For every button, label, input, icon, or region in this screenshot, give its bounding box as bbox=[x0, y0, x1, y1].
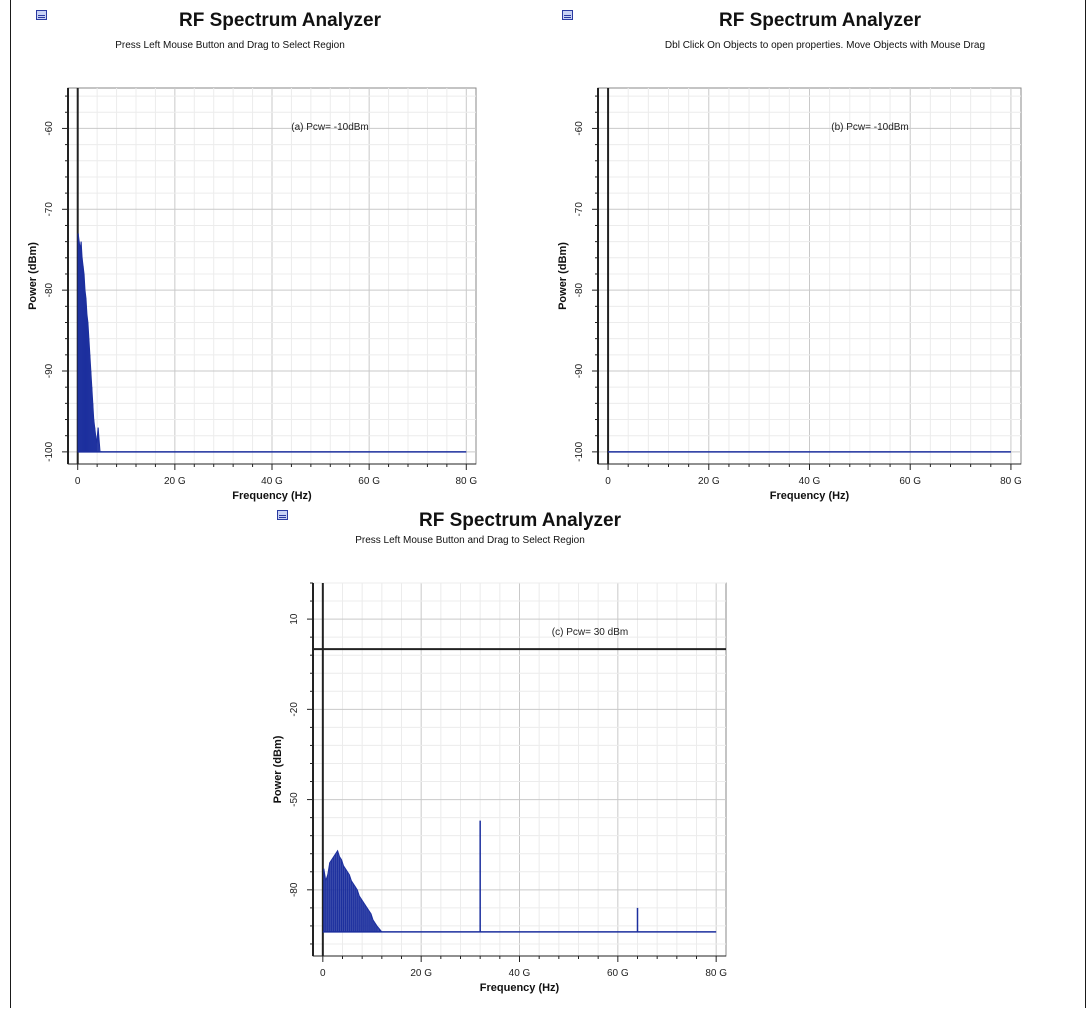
y-axis-label: Power (dBm) bbox=[27, 242, 39, 310]
y-tick-label: -20 bbox=[289, 702, 300, 717]
x-tick-label: 80 G bbox=[455, 476, 477, 487]
x-tick-label: 40 G bbox=[261, 476, 283, 487]
y-tick-label: -80 bbox=[289, 882, 300, 897]
spectrum-analyzer-icon[interactable] bbox=[36, 10, 47, 20]
y-tick-label: -100 bbox=[44, 441, 55, 461]
x-tick-label: 80 G bbox=[705, 968, 727, 979]
x-axis-label: Frequency (Hz) bbox=[232, 490, 312, 502]
x-tick-label: 20 G bbox=[698, 476, 720, 487]
x-tick-label: 60 G bbox=[607, 968, 629, 979]
chart-annotation: (a) Pcw= -10dBm bbox=[291, 122, 369, 133]
x-axis-label: Frequency (Hz) bbox=[770, 490, 850, 502]
y-tick-label: -100 bbox=[574, 441, 585, 461]
grid-lines bbox=[313, 582, 726, 956]
y-tick-label: -80 bbox=[44, 282, 55, 297]
panel-title: RF Spectrum Analyzer bbox=[418, 510, 621, 531]
x-tick-label: 80 G bbox=[1000, 476, 1022, 487]
panel-a: RF Spectrum Analyzer Press Left Mouse Bu… bbox=[0, 0, 540, 505]
panel-subtitle: Dbl Click On Objects to open properties.… bbox=[664, 40, 986, 51]
panel-title: RF Spectrum Analyzer bbox=[718, 10, 921, 31]
panel-subtitle: Press Left Mouse Button and Drag to Sele… bbox=[355, 535, 585, 546]
spectrum-analyzer-icon[interactable] bbox=[277, 510, 288, 520]
panel-c: RF Spectrum Analyzer Press Left Mouse Bu… bbox=[250, 505, 750, 1010]
chart-annotation: (b) Pcw= -10dBm bbox=[831, 122, 909, 133]
x-tick-label: 40 G bbox=[799, 476, 821, 487]
spectrum-analyzer-icon[interactable] bbox=[562, 10, 573, 20]
y-tick-label: -60 bbox=[44, 121, 55, 136]
x-tick-label: 20 G bbox=[164, 476, 186, 487]
panel-b: RF Spectrum Analyzer Dbl Click On Object… bbox=[540, 0, 1089, 505]
panel-subtitle: Press Left Mouse Button and Drag to Sele… bbox=[115, 40, 345, 51]
y-tick-label: -70 bbox=[574, 202, 585, 217]
y-tick-label: -90 bbox=[44, 363, 55, 378]
x-tick-label: 0 bbox=[320, 968, 326, 979]
x-tick-label: 60 G bbox=[899, 476, 921, 487]
x-tick-label: 0 bbox=[75, 476, 81, 487]
y-tick-label: -70 bbox=[44, 202, 55, 217]
panel-title: RF Spectrum Analyzer bbox=[178, 10, 381, 31]
x-tick-label: 20 G bbox=[410, 968, 432, 979]
y-axis-label: Power (dBm) bbox=[557, 242, 569, 310]
x-tick-label: 0 bbox=[605, 476, 611, 487]
spectrum-chart-c[interactable]: 0 20 G 40 G 60 G 80 G 10 -20 -50 -80 Frequency (H… bbox=[250, 505, 750, 1010]
x-tick-label: 60 G bbox=[358, 476, 380, 487]
y-tick-label: -60 bbox=[574, 121, 585, 136]
y-tick-label: -80 bbox=[574, 282, 585, 297]
grid-lines bbox=[68, 88, 476, 464]
outer-frame bbox=[10, 0, 1086, 1008]
chart-annotation: (c) Pcw= 30 dBm bbox=[552, 627, 628, 638]
y-tick-label: 10 bbox=[289, 613, 300, 625]
spectrum-chart-a[interactable]: 0 20 G 40 G 60 G 80 G -60 -70 -80 -90 -100 Frequen… bbox=[0, 0, 540, 505]
spectrum-chart-b[interactable]: 0 20 G 40 G 60 G 80 G -60 -70 -80 -90 -100 Frequen… bbox=[540, 0, 1089, 505]
y-tick-label: -50 bbox=[289, 792, 300, 807]
x-axis-label: Frequency (Hz) bbox=[480, 982, 560, 994]
y-axis-label: Power (dBm) bbox=[272, 735, 284, 803]
x-tick-label: 40 G bbox=[509, 968, 531, 979]
y-tick-label: -90 bbox=[574, 363, 585, 378]
